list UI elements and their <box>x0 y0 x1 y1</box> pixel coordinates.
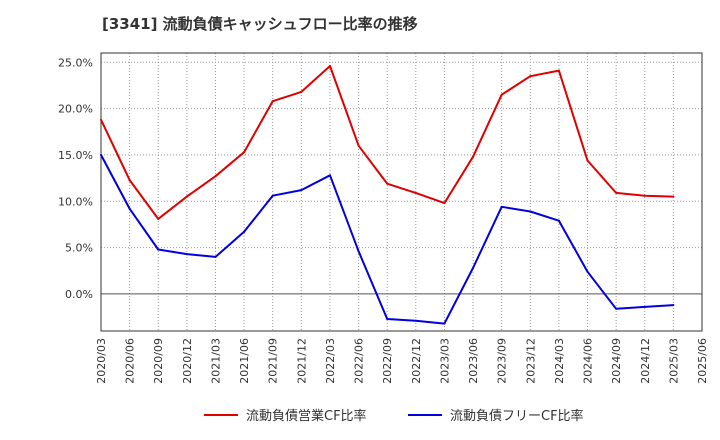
x-tick-label: 2025/06 <box>696 338 709 384</box>
x-tick-label: 2020/12 <box>181 338 194 384</box>
data-point <box>529 75 532 78</box>
x-tick-label: 2023/09 <box>496 338 509 384</box>
x-tick-label: 2023/12 <box>524 338 537 384</box>
x-tick-label: 2025/03 <box>667 338 680 384</box>
data-point <box>386 317 389 320</box>
x-tick-label: 2020/09 <box>152 338 165 384</box>
data-point <box>414 319 417 322</box>
data-point <box>243 151 246 154</box>
data-point <box>157 217 160 220</box>
data-point <box>271 194 274 197</box>
data-point <box>100 118 102 121</box>
data-point <box>128 207 131 210</box>
x-tick-label: 2021/06 <box>238 338 251 384</box>
x-tick-labels: 2020/03 2020/06 2020/09 2020/12 2021/03 2021/… <box>95 338 709 384</box>
data-point <box>586 270 589 273</box>
data-point <box>500 205 503 208</box>
plot-border <box>100 52 703 332</box>
x-tick-label: 2020/03 <box>95 338 108 384</box>
x-tick-label: 2021/09 <box>267 338 280 384</box>
legend-label-operating-cf: 流動負債営業CF比率 <box>246 409 367 424</box>
data-point <box>357 250 360 253</box>
data-point <box>500 93 503 96</box>
x-tick-label: 2024/12 <box>639 338 652 384</box>
data-point <box>243 230 246 233</box>
data-point <box>214 255 217 258</box>
data-point <box>185 195 188 198</box>
data-point <box>557 219 560 222</box>
legend-label-free-cf: 流動負債フリーCF比率 <box>450 409 584 424</box>
axes <box>100 52 703 332</box>
x-tick-label: 2024/06 <box>582 338 595 384</box>
x-tick-label: 2020/06 <box>124 338 137 384</box>
chart-title: [3341] 流動負債キャッシュフロー比率の推移 <box>102 15 418 33</box>
y-tick-label: 25.0% <box>58 56 93 69</box>
x-tick-label: 2024/09 <box>610 338 623 384</box>
data-point <box>328 174 331 177</box>
data-point <box>414 191 417 194</box>
legend-item-operating-cf: 流動負債営業CF比率 <box>204 405 367 424</box>
x-tick-label: 2023/03 <box>438 338 451 384</box>
data-point <box>586 159 589 162</box>
data-point <box>643 194 646 197</box>
data-point <box>328 64 331 67</box>
y-tick-label: 20.0% <box>58 103 93 116</box>
data-point <box>157 248 160 251</box>
data-point <box>472 155 475 158</box>
x-tick-label: 2024/03 <box>553 338 566 384</box>
y-tick-label: 10.0% <box>58 195 93 208</box>
legend-swatch-operating-cf <box>204 413 238 416</box>
data-point <box>443 202 446 205</box>
y-tick-label: 15.0% <box>58 149 93 162</box>
data-point <box>386 182 389 185</box>
data-point <box>300 189 303 192</box>
data-point <box>271 100 274 103</box>
x-tick-label: 2022/03 <box>324 338 337 384</box>
data-point <box>557 69 560 72</box>
x-tick-label: 2022/06 <box>353 338 366 384</box>
y-tick-labels: 0.0% 5.0% 10.0% 15.0% 20.0% 25.0% <box>58 56 93 301</box>
y-tick-label: 5.0% <box>65 242 93 255</box>
x-tick-label: 2023/06 <box>467 338 480 384</box>
legend-item-free-cf: 流動負債フリーCF比率 <box>408 405 584 424</box>
legend: 流動負債営業CF比率 流動負債フリーCF比率 <box>0 405 720 427</box>
data-point <box>214 175 217 178</box>
x-tick-label: 2022/12 <box>410 338 423 384</box>
x-tick-label: 2022/09 <box>381 338 394 384</box>
data-point <box>185 253 188 256</box>
data-point <box>100 153 102 156</box>
legend-swatch-free-cf <box>408 413 442 416</box>
data-point <box>300 90 303 93</box>
data-point <box>672 195 675 198</box>
data-point <box>443 322 446 325</box>
data-point <box>128 178 131 181</box>
y-tick-label: 0.0% <box>65 288 93 301</box>
data-point <box>643 305 646 308</box>
data-point <box>615 191 618 194</box>
data-point <box>672 304 675 307</box>
data-point <box>529 210 532 213</box>
data-point <box>615 307 618 310</box>
x-tick-label: 2021/03 <box>209 338 222 384</box>
x-tick-label: 2021/12 <box>295 338 308 384</box>
series <box>100 64 675 325</box>
data-point <box>357 144 360 147</box>
grid <box>100 53 703 331</box>
data-point <box>472 266 475 269</box>
